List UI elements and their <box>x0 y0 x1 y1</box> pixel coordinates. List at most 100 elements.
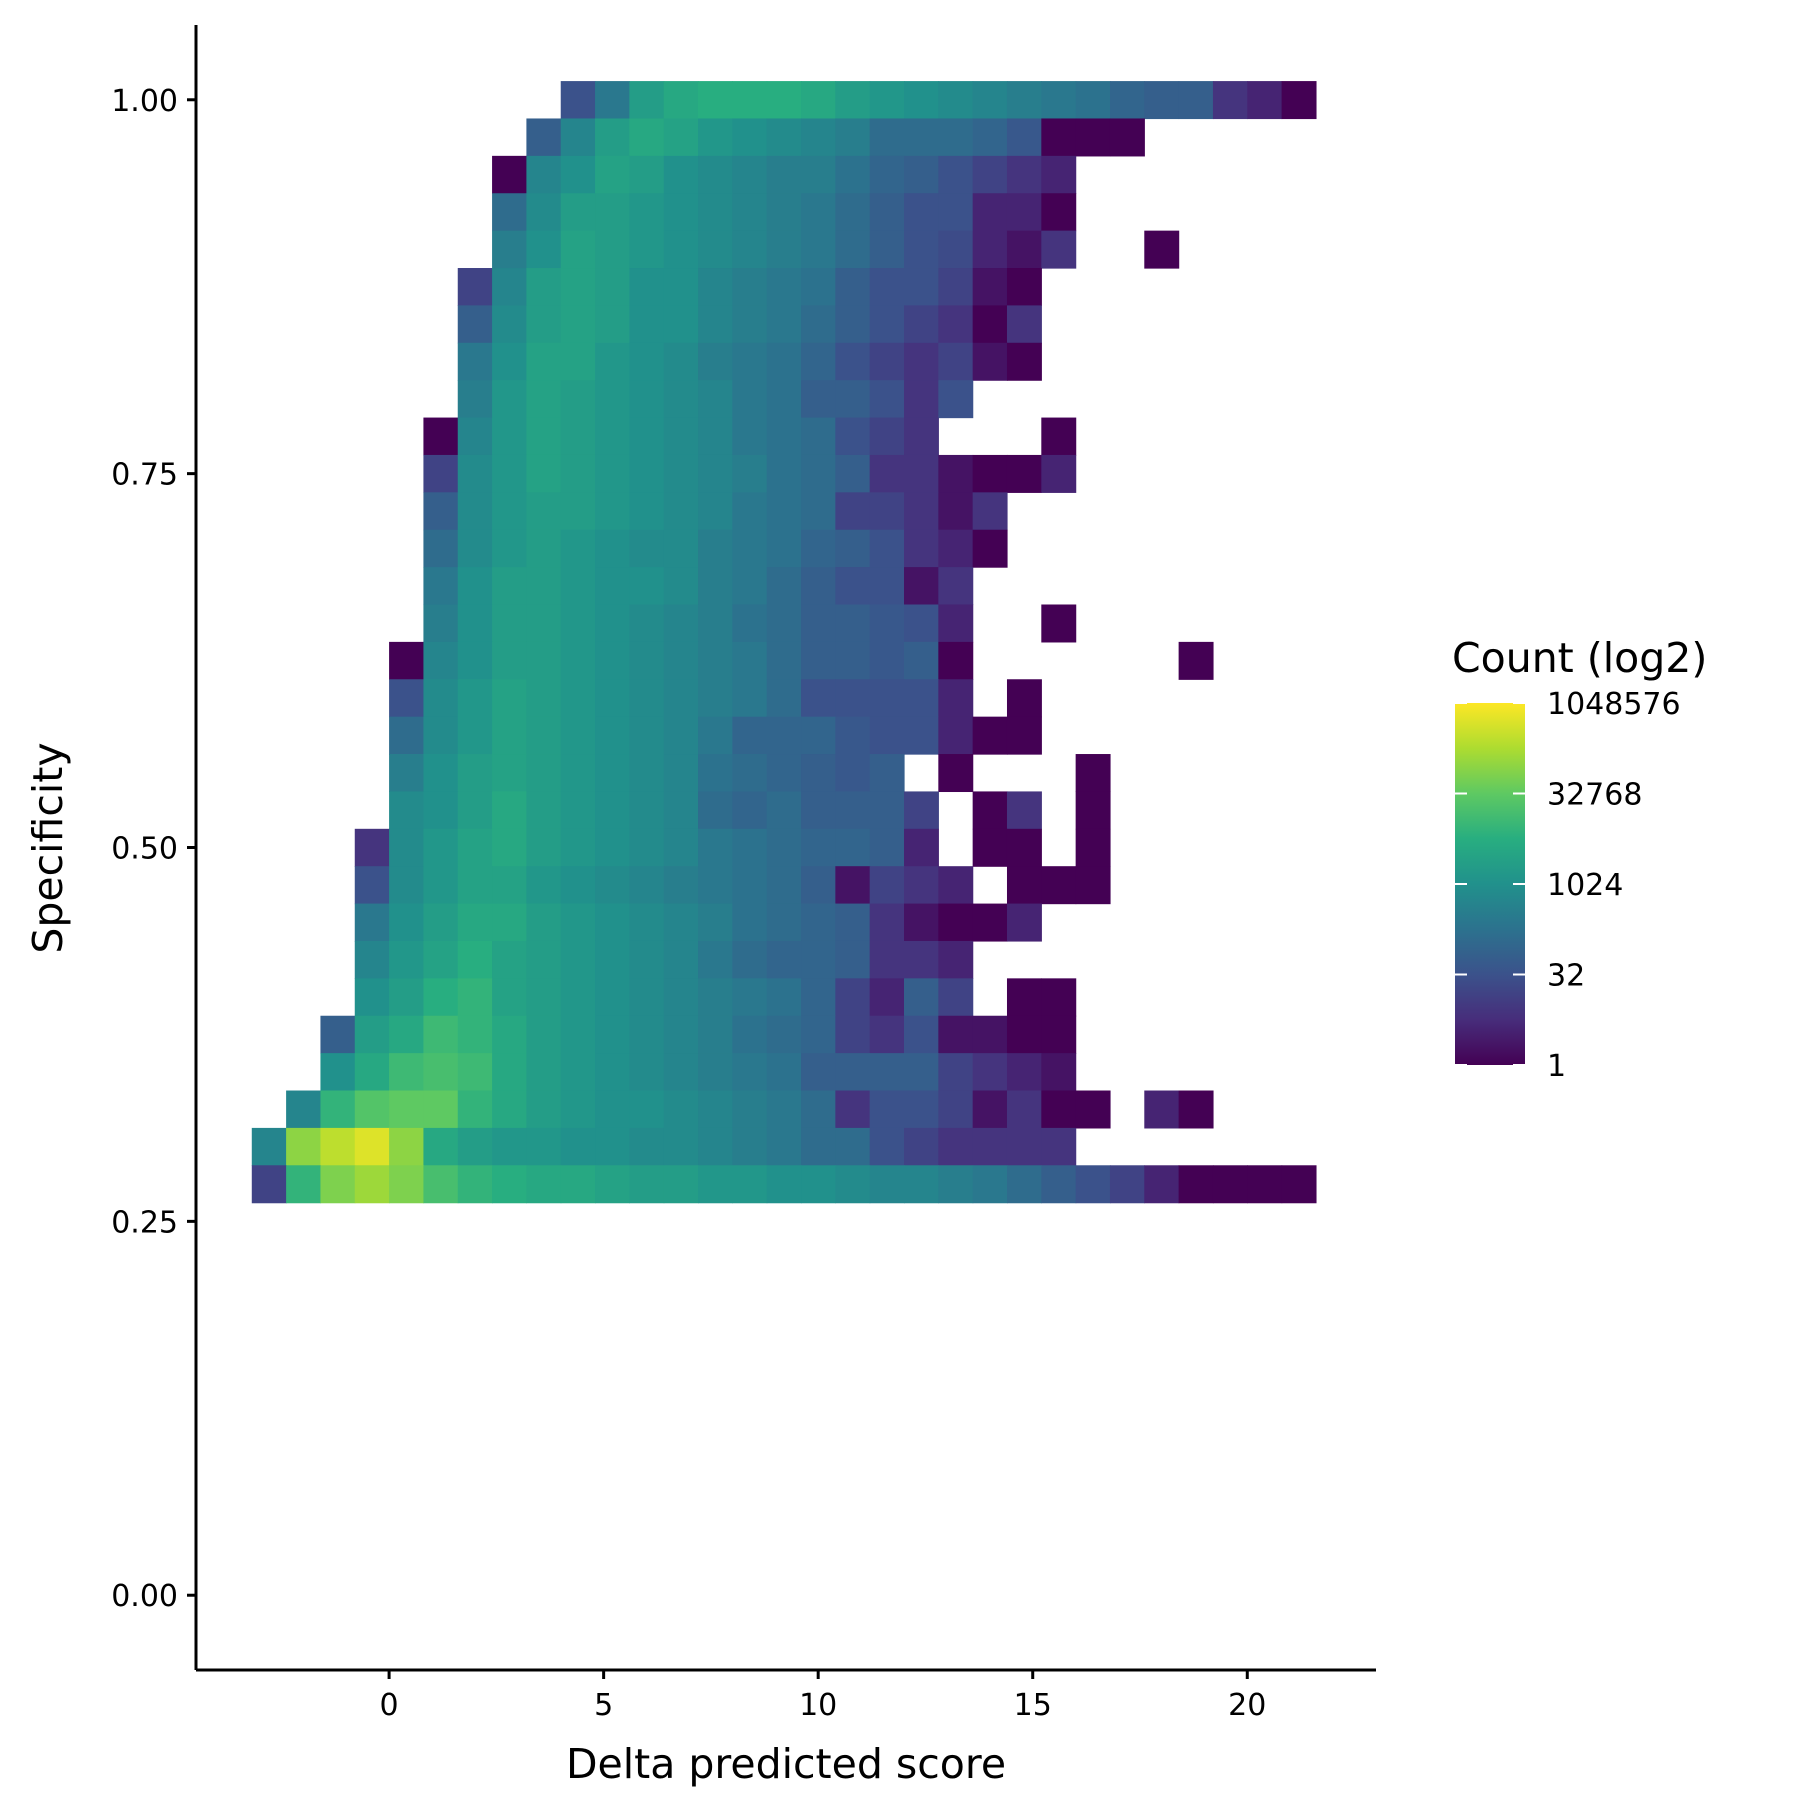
heatmap-cell <box>663 679 699 718</box>
heatmap-cell <box>1041 1165 1077 1204</box>
heatmap-cell <box>492 791 527 830</box>
heatmap-cell <box>801 791 836 830</box>
heatmap-cell <box>904 791 939 830</box>
heatmap-cell <box>835 342 871 381</box>
heatmap-cell <box>595 118 630 157</box>
heatmap-cell <box>698 716 733 755</box>
heatmap-cell <box>526 155 562 194</box>
heatmap-cell <box>560 679 596 718</box>
heatmap-cell <box>904 828 939 867</box>
heatmap-cell <box>732 417 768 456</box>
heatmap-cell <box>595 1015 630 1054</box>
heatmap-cell <box>629 604 665 643</box>
heatmap-cell <box>938 978 974 1017</box>
heatmap-cell <box>698 1165 733 1204</box>
heatmap-cell <box>492 492 527 531</box>
heatmap-cell <box>457 454 493 493</box>
heatmap-cell <box>663 940 699 979</box>
heatmap-cell <box>457 754 493 793</box>
heatmap-cell <box>629 155 665 194</box>
heatmap-cell <box>629 193 665 232</box>
heatmap-cell <box>457 940 493 979</box>
heatmap-cell <box>1075 118 1111 157</box>
heatmap-cell <box>801 716 836 755</box>
heatmap-cell <box>766 454 802 493</box>
heatmap-cell <box>629 679 665 718</box>
heatmap-cell <box>732 81 768 120</box>
heatmap-cell <box>629 1127 665 1166</box>
heatmap-cell <box>423 1127 459 1166</box>
heatmap-cell <box>492 604 527 643</box>
heatmap-cell <box>354 978 390 1017</box>
heatmap-cell <box>286 1165 322 1204</box>
heatmap-cell <box>835 492 871 531</box>
heatmap-cell <box>766 1015 802 1054</box>
heatmap-cell <box>835 903 871 942</box>
heatmap-cell <box>560 940 596 979</box>
heatmap-cell <box>457 1090 493 1129</box>
heatmap-cell <box>423 866 459 905</box>
heatmap-cell <box>972 81 1008 120</box>
heatmap-cell <box>1212 1165 1248 1204</box>
heatmap-cell <box>869 230 905 269</box>
heatmap-cell <box>1178 1090 1214 1129</box>
y-ticks: 0.00 0.25 0.50 0.75 1.00 <box>111 84 196 1614</box>
heatmap-cell <box>1006 268 1042 306</box>
heatmap-cell <box>286 1127 322 1166</box>
heatmap-cell <box>320 1090 356 1129</box>
heatmap-cells <box>251 81 1317 1204</box>
y-axis-title: Specificity <box>24 742 72 953</box>
heatmap-cell <box>835 529 871 568</box>
heatmap-cell <box>560 1015 596 1054</box>
heatmap-cell <box>904 230 939 269</box>
heatmap-cell <box>972 791 1008 830</box>
heatmap-cell <box>492 193 527 232</box>
heatmap-cell <box>629 1015 665 1054</box>
legend-label: 32768 <box>1547 778 1642 813</box>
heatmap-cell <box>595 81 630 120</box>
heatmap-cell <box>904 1015 939 1054</box>
heatmap-cell <box>389 791 425 830</box>
heatmap-cell <box>801 230 836 269</box>
heatmap-cell <box>938 118 974 157</box>
heatmap-cell <box>938 492 974 531</box>
heatmap-cell <box>663 903 699 942</box>
heatmap-cell <box>904 1090 939 1129</box>
heatmap-cell <box>801 1015 836 1054</box>
heatmap-cell <box>492 754 527 793</box>
heatmap-cell <box>492 155 527 194</box>
heatmap-cell <box>560 1127 596 1166</box>
heatmap-cell <box>698 754 733 793</box>
heatmap-cell <box>492 529 527 568</box>
heatmap-cell <box>869 679 905 718</box>
heatmap-cell <box>320 1165 356 1204</box>
heatmap-cell <box>801 1165 836 1204</box>
heatmap-cell <box>835 193 871 232</box>
heatmap-cell <box>423 1015 459 1054</box>
heatmap-cell <box>492 230 527 269</box>
heatmap-cell <box>835 1127 871 1166</box>
heatmap-cell <box>492 567 527 606</box>
heatmap-cell <box>629 342 665 381</box>
heatmap-cell <box>457 828 493 867</box>
heatmap-cell <box>766 1165 802 1204</box>
heatmap-cell <box>629 1053 665 1092</box>
heatmap-cell <box>354 1127 390 1166</box>
heatmap-cell <box>526 268 562 306</box>
heatmap-cell <box>320 1015 356 1054</box>
legend-label: 1048576 <box>1547 687 1681 722</box>
heatmap-cell <box>698 492 733 531</box>
heatmap-cell <box>389 716 425 755</box>
heatmap-cell <box>526 828 562 867</box>
heatmap-cell <box>938 754 974 793</box>
heatmap-cell <box>732 1015 768 1054</box>
heatmap-cell <box>1075 1090 1111 1129</box>
heatmap-cell <box>1212 81 1248 120</box>
heatmap-cell <box>972 305 1008 344</box>
heatmap-cell <box>457 903 493 942</box>
heatmap-cell <box>801 380 836 419</box>
heatmap-cell <box>595 866 630 905</box>
heatmap-cell <box>732 1127 768 1166</box>
heatmap-cell <box>560 193 596 232</box>
heatmap-cell <box>698 567 733 606</box>
